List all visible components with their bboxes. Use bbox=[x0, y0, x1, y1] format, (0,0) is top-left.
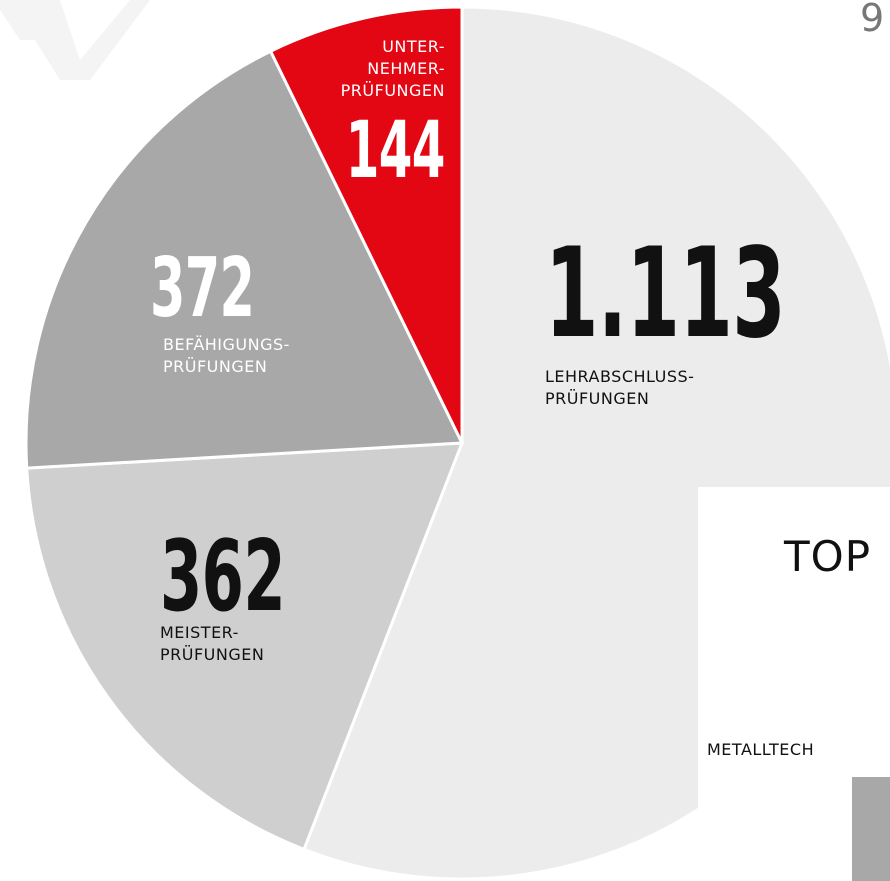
value-label: 144 bbox=[345, 106, 446, 196]
side-text: METALLTECH bbox=[707, 740, 815, 759]
category-label: BEFÄHIGUNGS- PRÜFUNGEN bbox=[163, 335, 290, 376]
logo bbox=[0, 0, 150, 80]
pie-slice bbox=[25, 441, 465, 852]
category-label: LEHRABSCHLUSS- PRÜFUNGEN bbox=[545, 367, 695, 408]
value-label: 362 bbox=[160, 520, 286, 634]
side-heading: TOP bbox=[784, 532, 872, 581]
value-label: 1.113 bbox=[545, 222, 786, 366]
pie-slice bbox=[268, 5, 464, 444]
bar-block bbox=[852, 777, 890, 881]
category-label: MEISTER- PRÜFUNGEN bbox=[160, 623, 265, 664]
page-number: 9 bbox=[860, 0, 885, 40]
category-label: UNTER- NEHMER- PRÜFUNGEN bbox=[340, 37, 445, 100]
pie-slice bbox=[24, 49, 465, 470]
value-label: 372 bbox=[150, 241, 255, 336]
